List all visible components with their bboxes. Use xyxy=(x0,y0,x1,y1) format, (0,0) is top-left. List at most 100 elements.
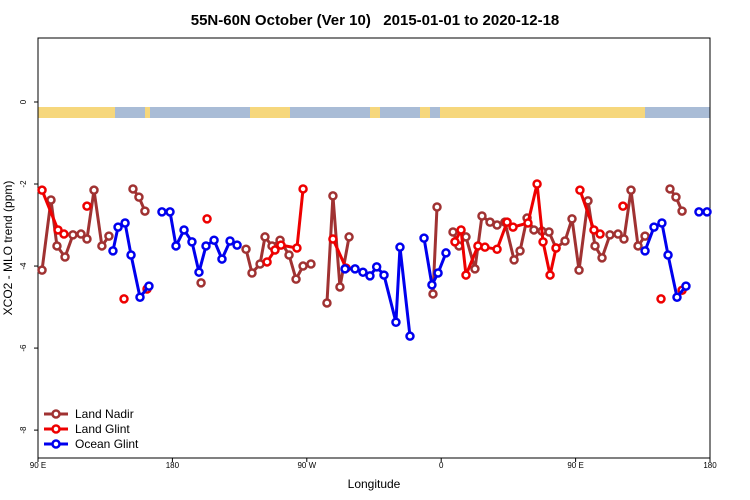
data-point xyxy=(126,250,136,260)
data-point xyxy=(37,265,47,275)
data-point xyxy=(134,192,144,202)
data-point xyxy=(649,222,659,232)
data-point xyxy=(605,230,615,240)
data-point xyxy=(284,250,294,260)
data-point xyxy=(217,254,227,264)
data-point xyxy=(97,241,107,251)
data-point xyxy=(209,235,219,245)
data-point xyxy=(306,259,316,269)
legend-marker xyxy=(51,439,61,449)
data-point xyxy=(270,245,280,255)
data-point xyxy=(671,192,681,202)
data-point xyxy=(165,207,175,217)
data-point xyxy=(335,282,345,292)
data-point xyxy=(544,227,554,237)
data-point xyxy=(461,232,471,242)
data-point xyxy=(371,262,382,272)
data-point xyxy=(589,225,599,235)
data-point xyxy=(241,244,251,254)
data-point xyxy=(291,274,301,284)
data-point xyxy=(441,248,451,258)
data-point xyxy=(633,241,643,251)
data-point xyxy=(379,270,389,280)
x-axis-label: Longitude xyxy=(348,477,401,491)
data-point xyxy=(461,270,471,280)
data-point xyxy=(456,225,466,235)
y-tick-label: -2 xyxy=(19,180,28,188)
data-point xyxy=(450,237,460,247)
data-point xyxy=(590,241,600,251)
data-point xyxy=(298,261,308,271)
data-point xyxy=(225,236,235,246)
data-point xyxy=(694,207,704,217)
data-point xyxy=(140,206,150,216)
data-point xyxy=(358,267,368,277)
data-point xyxy=(187,237,197,247)
data-point xyxy=(179,225,189,235)
x-tick-label: 90 W xyxy=(297,461,316,470)
data-point xyxy=(502,217,512,227)
data-point xyxy=(626,185,636,195)
data-point xyxy=(665,184,675,194)
data-point xyxy=(427,280,437,290)
y-tick-label: 0 xyxy=(19,99,28,104)
data-point xyxy=(262,257,272,267)
data-point xyxy=(508,222,518,232)
y-axis-label: XCO2 - MLO trend (ppm) xyxy=(1,181,15,316)
data-point xyxy=(201,241,211,251)
data-point xyxy=(672,292,682,302)
data-point xyxy=(171,241,181,251)
legend-marker xyxy=(51,409,61,419)
data-point xyxy=(560,236,570,246)
legend-marker xyxy=(51,424,61,434)
data-point xyxy=(120,218,130,228)
data-point xyxy=(395,242,405,252)
data-point xyxy=(135,292,145,302)
data-point xyxy=(298,184,308,194)
data-point xyxy=(260,232,270,242)
data-point xyxy=(640,246,650,256)
y-tick-label: -4 xyxy=(19,262,28,270)
data-point xyxy=(477,211,487,221)
data-point xyxy=(52,241,62,251)
data-point xyxy=(419,233,429,243)
data-point xyxy=(523,218,533,228)
data-point xyxy=(551,243,561,253)
x-tick-label: 180 xyxy=(166,461,180,470)
data-point xyxy=(492,220,502,230)
x-tick-label: 90 E xyxy=(567,461,583,470)
data-point xyxy=(37,185,47,195)
data-point xyxy=(405,331,415,341)
x-tick-label: 90 E xyxy=(30,461,46,470)
data-point xyxy=(532,179,542,189)
data-point xyxy=(157,207,167,217)
data-point xyxy=(194,267,204,277)
legend-label: Land Nadir xyxy=(75,407,134,421)
data-point xyxy=(328,234,338,244)
data-point xyxy=(128,184,138,194)
data-point xyxy=(538,237,548,247)
data-point xyxy=(76,229,86,239)
data-point xyxy=(391,317,401,327)
data-point xyxy=(202,214,212,224)
data-point xyxy=(545,270,555,280)
data-point xyxy=(119,294,129,304)
data-point xyxy=(657,218,667,228)
data-point xyxy=(322,298,332,308)
data-point xyxy=(492,244,502,254)
data-point xyxy=(595,229,605,239)
data-point xyxy=(247,268,257,278)
data-point xyxy=(53,225,63,235)
data-point xyxy=(613,229,623,239)
data-point xyxy=(89,185,99,195)
data-point xyxy=(276,240,286,250)
data-point xyxy=(619,234,629,244)
data-point xyxy=(681,281,691,291)
data-point xyxy=(46,195,56,205)
x-tick-label: 0 xyxy=(439,461,444,470)
legend-label: Land Glint xyxy=(75,422,130,436)
data-point xyxy=(470,264,480,274)
data-point xyxy=(448,227,458,237)
data-point xyxy=(82,201,92,211)
